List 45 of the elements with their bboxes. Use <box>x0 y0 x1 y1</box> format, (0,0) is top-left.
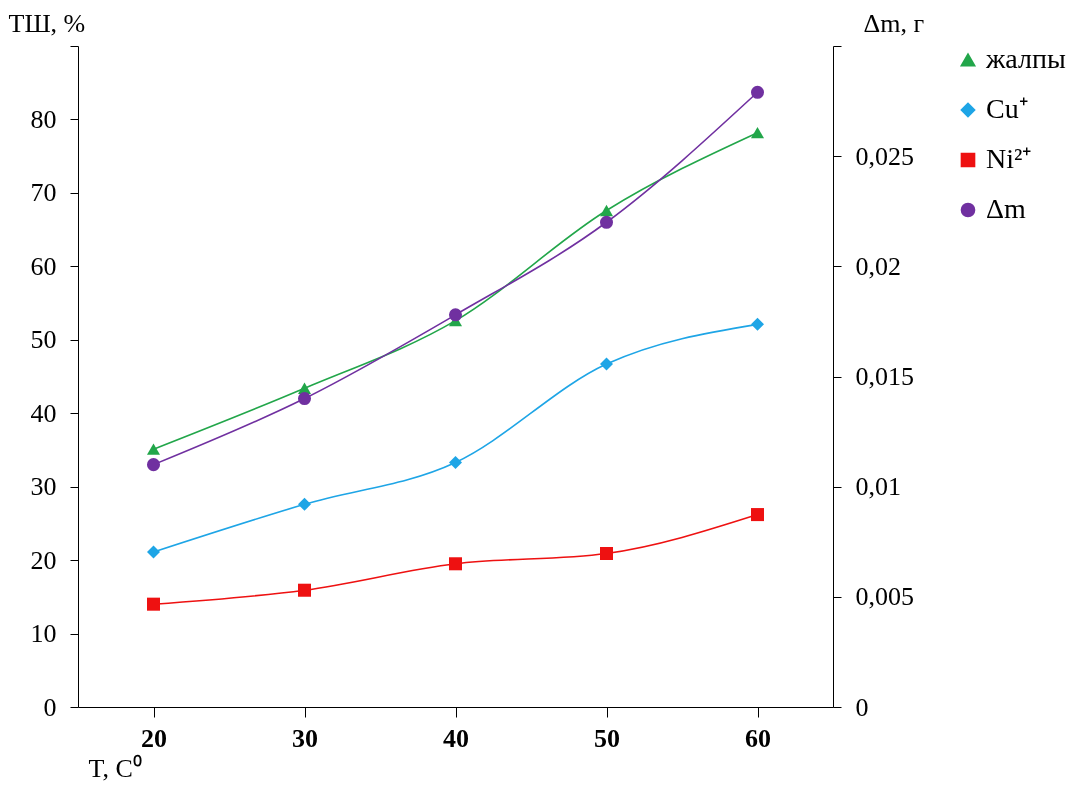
legend-label: жалпы <box>985 43 1066 74</box>
point <box>448 455 463 469</box>
point <box>297 392 312 406</box>
x-tick-label: 20 <box>141 723 167 753</box>
y2-tick-label: 0,01 <box>855 472 901 502</box>
y-tick-label: 50 <box>30 325 57 355</box>
point <box>750 85 765 99</box>
point <box>599 204 614 217</box>
x-tick-label: 40 <box>443 723 469 753</box>
y2-tick-label: 0,02 <box>855 251 901 281</box>
point <box>599 215 614 229</box>
y-tick-label: 40 <box>30 398 57 428</box>
point <box>448 557 463 571</box>
point <box>297 497 312 511</box>
y-axis-title: ТШ, % <box>8 8 86 38</box>
x-tick-label: 30 <box>292 723 318 753</box>
point <box>750 317 765 331</box>
point <box>146 597 161 611</box>
y2-tick-label: 0,005 <box>855 582 914 612</box>
legend-label: Ni²⁺ <box>986 143 1032 174</box>
y-tick-label: 0 <box>43 692 57 722</box>
point <box>146 458 161 472</box>
y-tick-label: 60 <box>30 251 57 281</box>
point <box>750 127 765 139</box>
x-axis-title: T, C⁰ <box>88 753 142 783</box>
legend-label: Δm <box>986 193 1027 224</box>
y2-tick-label: 0 <box>855 692 869 722</box>
point <box>146 545 161 559</box>
legend-label: Cu⁺ <box>986 93 1028 124</box>
x-tick-label: 60 <box>745 723 771 753</box>
point <box>750 508 765 522</box>
point <box>297 583 312 597</box>
point <box>448 308 463 322</box>
y2-tick-label: 0,015 <box>855 362 914 391</box>
y-tick-label: 20 <box>30 545 57 575</box>
y-tick-label: 30 <box>30 472 57 502</box>
point <box>599 357 614 371</box>
y-tick-label: 70 <box>30 178 57 208</box>
y-tick-label: 80 <box>30 104 57 134</box>
y-tick-label: 10 <box>30 619 57 649</box>
y2-axis-title: Δm, г <box>863 8 925 38</box>
y2-tick-label: 0,025 <box>855 141 914 171</box>
point <box>146 443 161 455</box>
x-tick-label: 50 <box>594 723 620 753</box>
point <box>599 546 614 561</box>
